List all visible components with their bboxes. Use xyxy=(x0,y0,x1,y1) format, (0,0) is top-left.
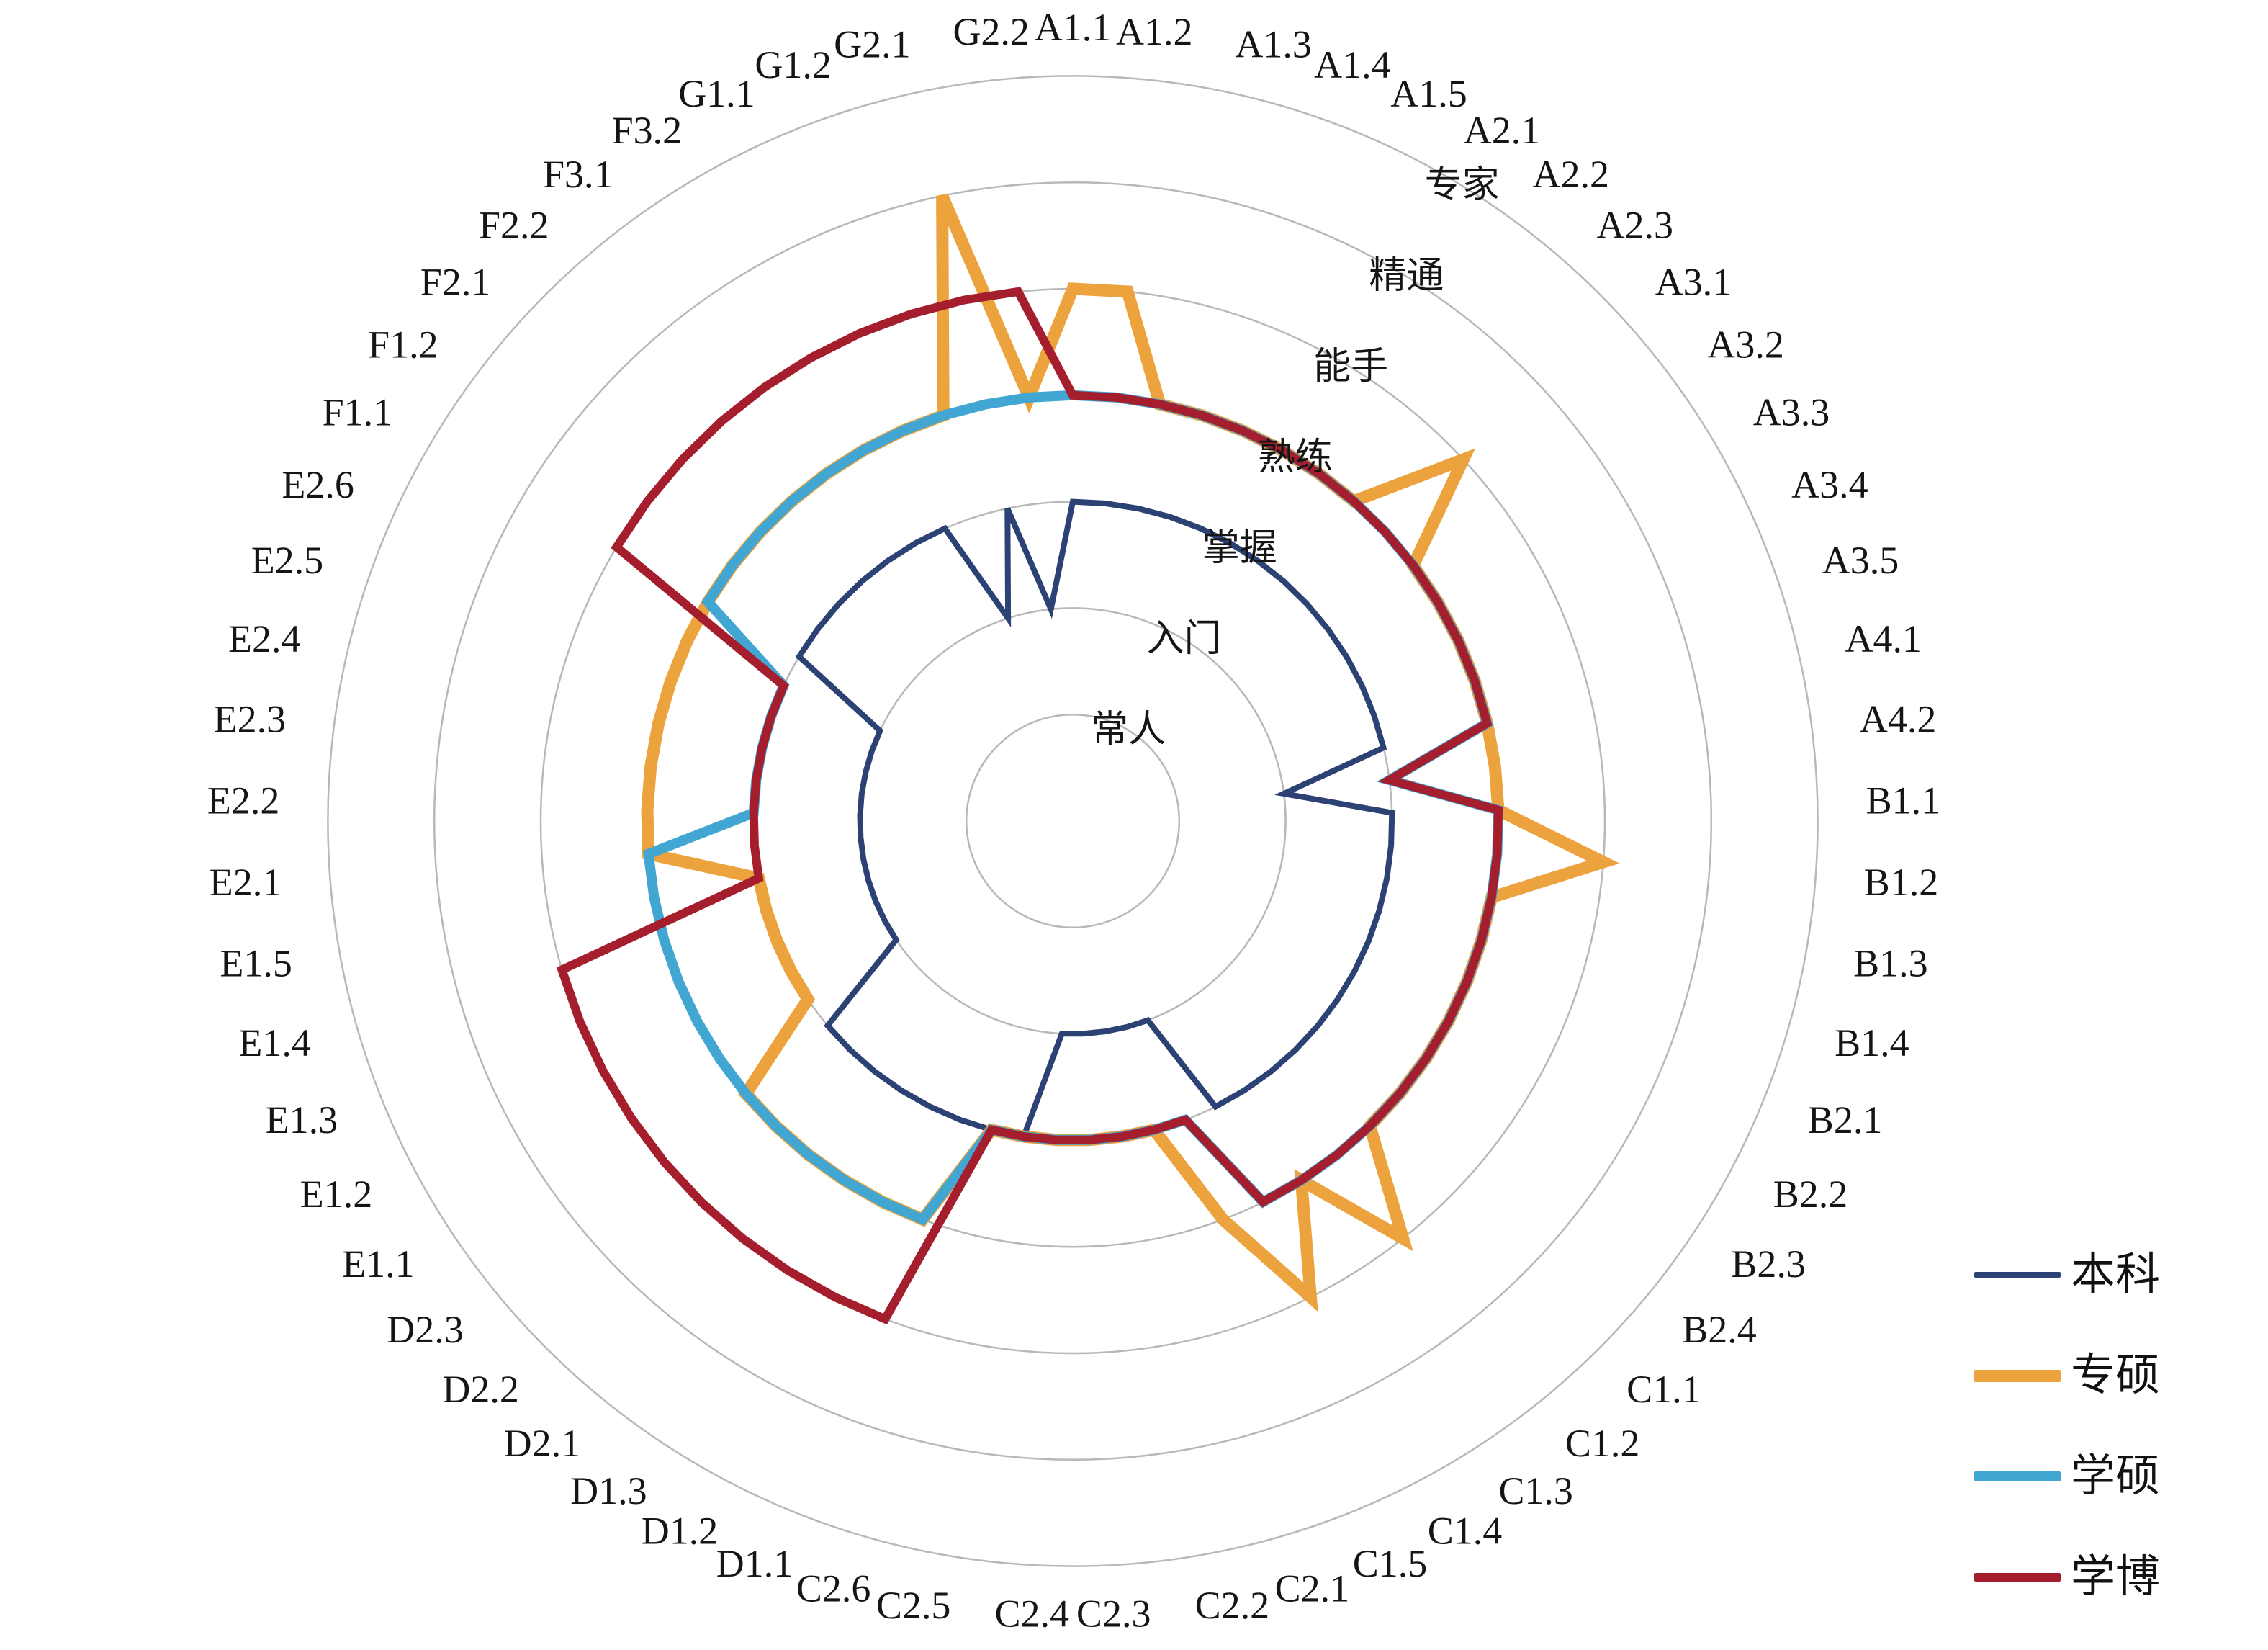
axis-label-D1.3: D1.3 xyxy=(570,1469,647,1512)
axis-label-C2.2: C2.2 xyxy=(1195,1584,1270,1627)
axis-label-B2.2: B2.2 xyxy=(1773,1173,1848,1216)
grid-ring-2 xyxy=(859,607,1287,1035)
axis-label-C2.6: C2.6 xyxy=(796,1567,871,1610)
level-label-6: 精通 xyxy=(1369,256,1444,297)
axis-label-A4.2: A4.2 xyxy=(1860,698,1937,741)
axis-label-A3.1: A3.1 xyxy=(1655,260,1732,303)
axis-label-A1.1: A1.1 xyxy=(1035,6,1112,49)
level-label-3: 掌握 xyxy=(1202,528,1277,569)
axis-label-F2.2: F2.2 xyxy=(479,203,549,246)
legend-item-学博[interactable]: 学博 xyxy=(1974,1555,2160,1600)
level-label-2: 入门 xyxy=(1146,619,1221,660)
axis-label-E2.3: E2.3 xyxy=(214,698,287,741)
axis-label-A2.3: A2.3 xyxy=(1597,203,1674,246)
axis-label-A2.1: A2.1 xyxy=(1464,109,1541,152)
axis-label-A3.3: A3.3 xyxy=(1753,391,1830,434)
axis-label-C2.3: C2.3 xyxy=(1076,1592,1151,1636)
legend-item-本科[interactable]: 本科 xyxy=(1974,1252,2160,1297)
axis-label-A3.4: A3.4 xyxy=(1791,463,1868,506)
level-label-4: 熟练 xyxy=(1258,437,1333,478)
axis-label-E1.3: E1.3 xyxy=(266,1098,338,1142)
grid-ring-5 xyxy=(539,287,1606,1355)
legend-swatch-学硕 xyxy=(1974,1471,2061,1481)
axis-label-A1.5: A1.5 xyxy=(1390,72,1467,115)
axis-label-G1.2: G1.2 xyxy=(755,43,832,86)
axis-label-F3.1: F3.1 xyxy=(543,153,613,196)
axis-label-A4.1: A4.1 xyxy=(1845,617,1922,660)
legend: 本科 专硕 学硕 学博 xyxy=(1974,1252,2160,1600)
axis-label-D2.1: D2.1 xyxy=(504,1422,581,1465)
grid-ring-6 xyxy=(433,181,1713,1461)
series-line-学博[interactable] xyxy=(556,287,1503,1325)
legend-item-专硕[interactable]: 专硕 xyxy=(1974,1353,2160,1398)
legend-swatch-本科 xyxy=(1974,1272,2061,1278)
axis-label-F2.1: F2.1 xyxy=(420,260,491,303)
axis-label-E2.2: E2.2 xyxy=(207,779,280,822)
legend-label-本科: 本科 xyxy=(2070,1250,2160,1299)
axis-label-E2.1: E2.1 xyxy=(210,861,282,904)
axis-label-B1.3: B1.3 xyxy=(1853,942,1928,985)
legend-swatch-专硕 xyxy=(1974,1369,2061,1382)
grid-ring-1 xyxy=(965,713,1181,929)
legend-label-学硕: 学硕 xyxy=(2070,1452,2160,1501)
axis-label-E1.5: E1.5 xyxy=(220,942,292,985)
axis-label-B1.4: B1.4 xyxy=(1835,1021,1909,1064)
axis-label-B2.1: B2.1 xyxy=(1808,1098,1883,1142)
axis-label-G2.2: G2.2 xyxy=(953,10,1030,53)
axis-label-E1.1: E1.1 xyxy=(342,1242,415,1286)
axis-label-A3.5: A3.5 xyxy=(1822,539,1899,582)
level-label-5: 能手 xyxy=(1313,346,1388,387)
axis-label-F1.2: F1.2 xyxy=(368,323,438,367)
axis-label-A1.3: A1.3 xyxy=(1235,22,1312,66)
legend-item-学硕[interactable]: 学硕 xyxy=(1974,1454,2160,1499)
axis-label-C2.4: C2.4 xyxy=(995,1592,1070,1636)
axis-label-B2.3: B2.3 xyxy=(1731,1242,1806,1286)
axis-label-A3.2: A3.2 xyxy=(1707,323,1784,367)
axis-label-D2.2: D2.2 xyxy=(442,1368,519,1411)
axis-label-C1.2: C1.2 xyxy=(1565,1422,1640,1465)
axis-label-D1.1: D1.1 xyxy=(716,1542,793,1585)
axis-label-D1.2: D1.2 xyxy=(642,1510,719,1553)
axis-label-E2.6: E2.6 xyxy=(282,463,354,506)
axis-label-F1.1: F1.1 xyxy=(323,391,393,434)
level-label-7: 专家 xyxy=(1425,165,1500,206)
legend-label-学博: 学博 xyxy=(2070,1553,2160,1602)
grid-ring-7 xyxy=(327,75,1819,1567)
axis-label-B2.4: B2.4 xyxy=(1682,1308,1757,1351)
axis-label-E1.2: E1.2 xyxy=(300,1173,373,1216)
axis-label-E1.4: E1.4 xyxy=(238,1021,311,1064)
axis-label-E2.4: E2.4 xyxy=(228,617,301,660)
axis-label-E2.5: E2.5 xyxy=(251,539,324,582)
axis-label-C2.1: C2.1 xyxy=(1275,1567,1350,1610)
level-label-1: 常人 xyxy=(1091,709,1166,750)
axis-label-G2.1: G2.1 xyxy=(834,22,911,66)
axis-label-C1.5: C1.5 xyxy=(1353,1542,1428,1585)
axis-label-B1.2: B1.2 xyxy=(1864,861,1939,904)
axis-label-B1.1: B1.1 xyxy=(1866,779,1941,822)
legend-label-专硕: 专硕 xyxy=(2070,1351,2160,1400)
axis-label-F3.2: F3.2 xyxy=(612,109,683,152)
axis-label-A2.2: A2.2 xyxy=(1533,153,1610,196)
axis-label-D2.3: D2.3 xyxy=(387,1308,464,1351)
axis-label-A1.4: A1.4 xyxy=(1314,43,1391,86)
axis-label-A1.2: A1.2 xyxy=(1116,10,1193,53)
axis-label-C1.1: C1.1 xyxy=(1626,1368,1701,1411)
series-line-本科[interactable] xyxy=(795,498,1395,1140)
axis-label-C1.3: C1.3 xyxy=(1498,1469,1573,1512)
axis-label-G1.1: G1.1 xyxy=(678,72,755,115)
axis-label-C2.5: C2.5 xyxy=(876,1584,951,1627)
axis-label-C1.4: C1.4 xyxy=(1428,1510,1503,1553)
legend-swatch-学博 xyxy=(1974,1573,2061,1582)
